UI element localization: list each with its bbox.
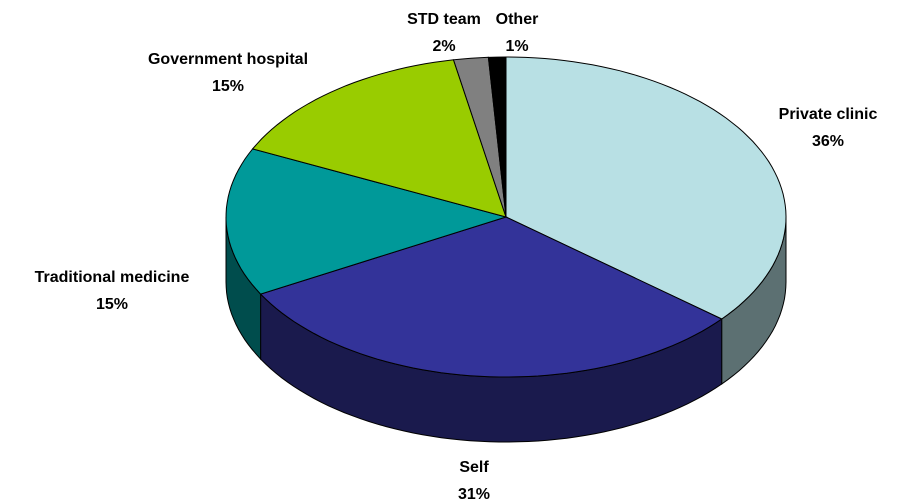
slice [259,216,723,378]
slice-label: Other [496,11,539,28]
slice [487,56,507,218]
slice-label: Self [459,459,489,476]
slice-label: Government hospital [148,51,308,68]
slice [225,148,508,295]
slice-value-label: 31% [458,486,490,503]
slice [251,59,507,218]
slice-value-label: 15% [96,296,128,313]
slice-label: Traditional medicine [35,269,190,286]
slice-value-label: 15% [212,78,244,95]
slice-value-label: 1% [505,38,528,55]
slice-value-label: 2% [432,38,455,55]
slice-label: STD team [407,11,481,28]
slice-label: Private clinic [779,106,878,123]
slice-value-label: 36% [812,133,844,150]
slice [505,56,787,320]
